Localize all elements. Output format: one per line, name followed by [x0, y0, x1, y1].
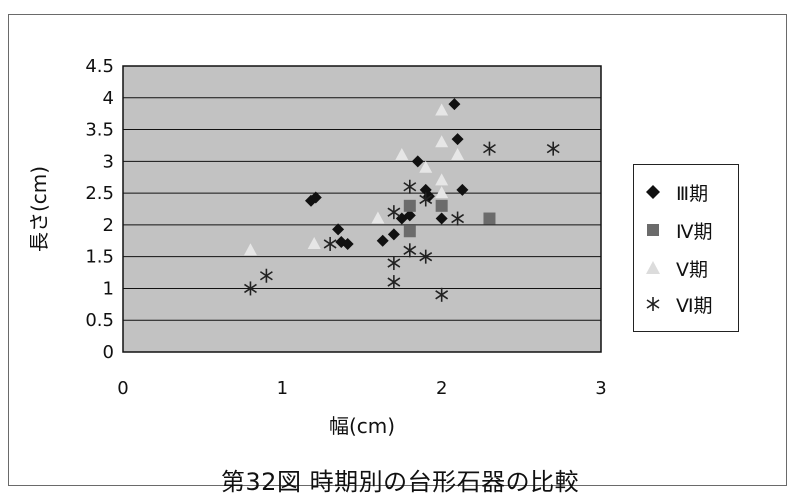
y-tick-label: 2.5 [85, 183, 114, 204]
x-tick-label: 0 [117, 378, 128, 399]
data-point-s3 [456, 183, 469, 196]
data-point-s6 [403, 243, 417, 258]
data-point-s3 [309, 191, 322, 204]
data-point-s6 [546, 141, 560, 156]
figure-caption: 第32図 時期別の台形石器の比較 [220, 468, 580, 496]
data-point-s6 [435, 287, 449, 302]
square-marker-icon [647, 224, 659, 236]
data-point-s4 [403, 225, 416, 238]
y-tick-label: 1.5 [85, 247, 114, 268]
x-tick-label: 1 [277, 378, 288, 399]
data-point-s4 [403, 199, 416, 212]
data-point-s6 [259, 268, 273, 283]
data-point-s3 [403, 209, 416, 222]
y-tick-label: 1 [103, 278, 114, 299]
asterisk-marker-icon [646, 297, 660, 311]
data-point-s6 [451, 211, 465, 226]
y-tick-label: 4 [103, 88, 114, 109]
legend-label-s5: Ⅴ期 [676, 258, 708, 281]
data-point-s5 [451, 147, 465, 160]
data-point-s6 [419, 192, 433, 207]
legend-item-s6: Ⅵ期 [644, 289, 713, 319]
y-tick-label: 3.5 [85, 120, 114, 141]
data-point-s6 [387, 275, 401, 290]
data-point-s5 [435, 103, 449, 116]
data-point-s6 [419, 249, 433, 264]
legend-item-s3: Ⅲ期 [644, 177, 708, 207]
data-point-s5 [243, 243, 257, 256]
data-point-s5 [371, 211, 385, 224]
y-tick-label: 0 [103, 342, 114, 363]
legend: Ⅲ期 Ⅳ期 Ⅴ期 Ⅵ期 [633, 164, 739, 332]
y-axis-label: 長さ(cm) [27, 166, 51, 252]
data-point-s3 [435, 212, 448, 225]
x-tick-label: 2 [436, 378, 447, 399]
data-point-s5 [435, 186, 449, 199]
data-point-s6 [244, 281, 257, 296]
legend-item-s4: Ⅳ期 [644, 215, 713, 245]
triangle-marker-icon [646, 261, 660, 274]
data-point-s4 [483, 212, 496, 225]
x-tick-label: 3 [595, 378, 606, 399]
y-tick-label: 2 [103, 215, 114, 236]
plot-border [122, 65, 602, 353]
data-point-s3 [341, 237, 354, 250]
legend-label-s3: Ⅲ期 [676, 182, 709, 205]
legend-item-s5: Ⅴ期 [644, 253, 708, 283]
data-point-s3 [332, 223, 345, 236]
data-point-s3 [448, 98, 461, 111]
data-point-s5 [395, 147, 409, 160]
x-axis-label: 幅(cm) [329, 414, 395, 438]
data-point-s6 [387, 256, 401, 271]
data-point-s5 [435, 135, 449, 148]
data-point-s3 [387, 228, 400, 241]
chart-frame [8, 14, 787, 486]
data-point-s3 [451, 133, 464, 146]
diamond-marker-icon [646, 185, 660, 199]
data-point-s6 [403, 179, 417, 194]
y-tick-label: 4.5 [85, 56, 114, 77]
data-point-s5 [419, 160, 433, 173]
data-point-s3 [376, 234, 389, 247]
data-point-s4 [435, 199, 448, 212]
data-point-s5 [435, 173, 449, 186]
legend-label-s4: Ⅳ期 [676, 220, 713, 243]
data-point-s6 [387, 205, 401, 220]
plot-area [123, 66, 601, 352]
legend-label-s6: Ⅵ期 [676, 294, 713, 317]
data-point-s3 [411, 155, 424, 168]
data-point-s5 [307, 236, 321, 249]
data-point-s6 [483, 141, 496, 156]
y-tick-label: 0.5 [85, 310, 114, 331]
data-point-s6 [323, 236, 337, 251]
y-tick-label: 3 [103, 151, 114, 172]
